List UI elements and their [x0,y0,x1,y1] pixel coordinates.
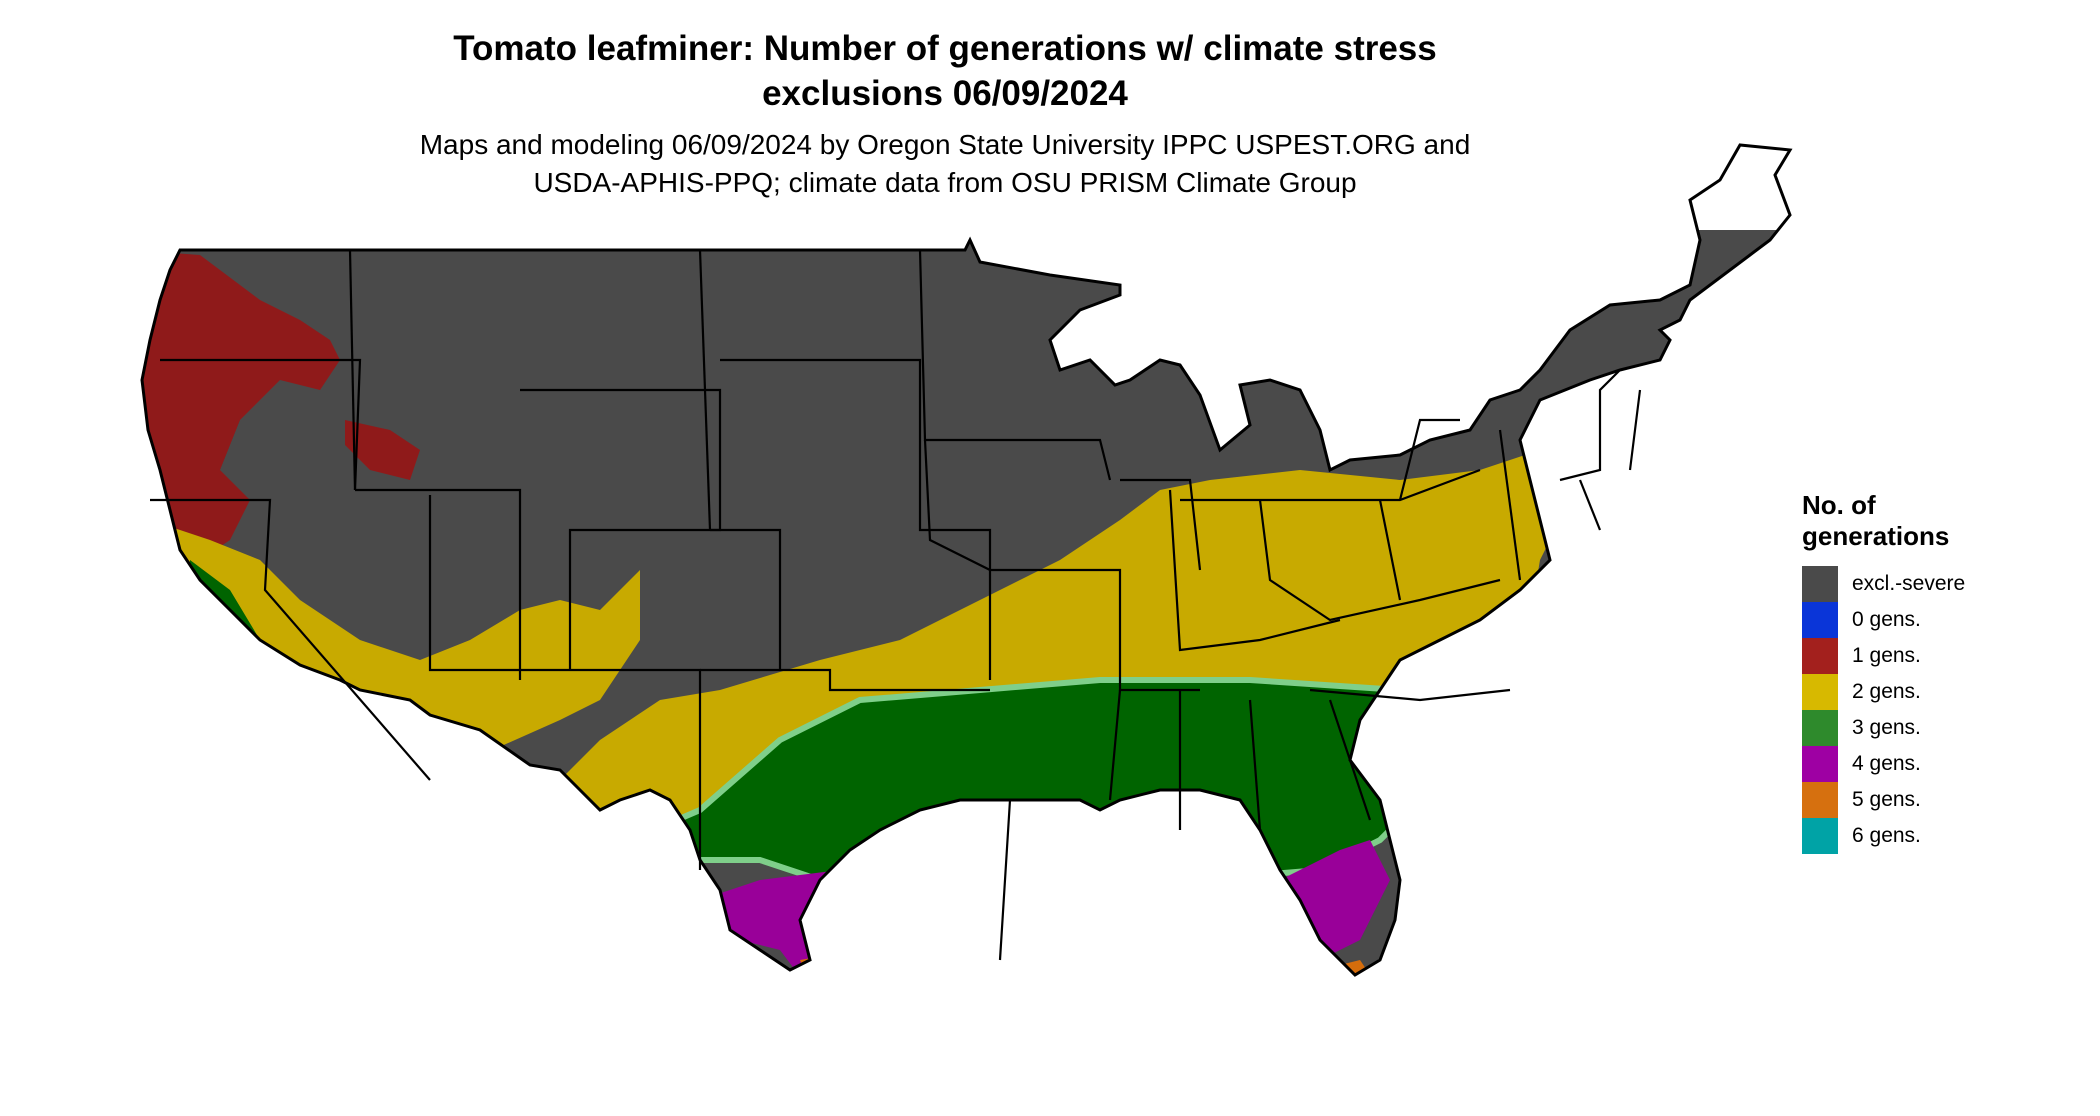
subtitle-line-2: USDA-APHIS-PPQ; climate data from OSU PR… [533,167,1357,198]
map-title: Tomato leafminer: Number of generations … [380,26,1510,116]
zone-5-gen-texas [800,950,900,975]
legend-item-4-gens: 4 gens. [1802,746,2082,782]
legend-swatch [1802,818,1838,854]
legend-swatch [1802,746,1838,782]
legend-swatch [1802,674,1838,710]
zone-4-gen-southwest [380,760,520,880]
legend-label: 5 gens. [1852,788,1921,811]
legend-label: 0 gens. [1852,608,1921,631]
legend-label: excl.-severe [1852,572,1966,595]
zone-2-gen-east [560,450,1570,840]
zone-1-gen-west [142,250,340,560]
legend-item-5-gens: 5 gens. [1802,782,2082,818]
legend-title-line-2: generations [1802,521,1950,551]
legend-item-6-gens: 6 gens. [1802,818,2082,854]
legend-item-2-gens: 2 gens. [1802,674,2082,710]
legend-item-1-gens: 1 gens. [1802,638,2082,674]
legend-item-0-gens: 0 gens. [1802,602,2082,638]
generation-zones [142,230,1790,1085]
zone-6-gen-keys [1340,1060,1380,1085]
legend-label: 3 gens. [1852,716,1921,739]
zone-1-gen-northeast [1560,470,1680,530]
title-line-1: Tomato leafminer: Number of generations … [453,29,1437,68]
title-line-2: exclusions 06/09/2024 [762,74,1128,113]
legend-label: 2 gens. [1852,680,1921,703]
map-subtitle: Maps and modeling 06/09/2024 by Oregon S… [360,126,1530,202]
state-borders [150,249,1642,961]
legend-swatch [1802,638,1838,674]
legend-title-line-1: No. of [1802,490,1876,520]
legend-label: 6 gens. [1852,824,1921,847]
legend-label: 4 gens. [1852,752,1921,775]
legend-swatch [1802,710,1838,746]
legend-swatch [1802,782,1838,818]
legend-swatch [1802,602,1838,638]
subtitle-line-1: Maps and modeling 06/09/2024 by Oregon S… [419,129,1471,160]
legend-label: 1 gens. [1852,644,1921,667]
legend-item-excluded: excl.-severe [1802,566,2082,602]
us-outline [140,143,1793,977]
legend-item-3-gens: 3 gens. [1802,710,2082,746]
legend-swatch [1802,566,1838,602]
legend-title: No. of generations [1802,490,2082,552]
zone-1-gen-idaho [345,420,420,480]
legend: No. of generations excl.-severe 0 gens. … [1802,490,2082,854]
